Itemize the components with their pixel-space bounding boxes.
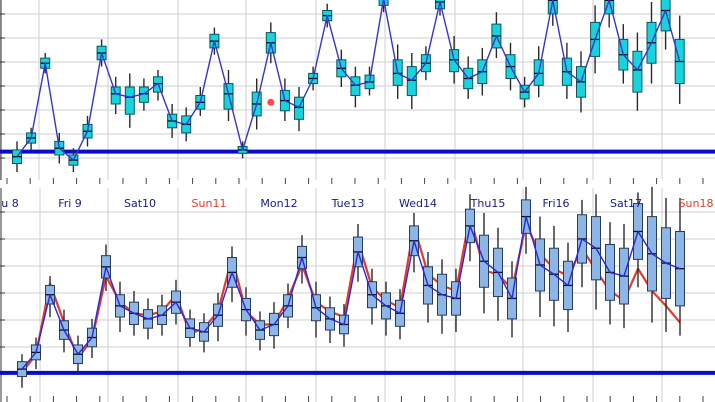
box-17: [241, 287, 251, 336]
box-body: [294, 96, 304, 120]
median-line: [16, 0, 681, 161]
box-body: [124, 86, 135, 115]
box-21: [294, 87, 304, 132]
x-tick-label: u 8: [1, 197, 18, 210]
x-tick-label: Fri16: [542, 197, 569, 210]
box-5: [73, 335, 83, 375]
x-tick-label: Thu15: [470, 197, 506, 210]
x-tick-label: Fri 9: [58, 197, 82, 210]
box-29: [406, 53, 417, 110]
box-1: [17, 354, 27, 388]
box-25: [350, 66, 361, 108]
box-body: [406, 66, 417, 96]
top-panel-marks: [0, 0, 715, 172]
bottom-panel-marks: [0, 186, 715, 388]
x-tick-label: Sun18: [679, 197, 714, 210]
x-tick-label: Tue13: [331, 197, 365, 210]
x-tick-label: Mon12: [260, 197, 297, 210]
median-line: [21, 215, 681, 370]
box-body: [632, 50, 643, 93]
box-9: [124, 73, 135, 128]
x-axis-tick-labels: u 8 Fri 9 Sat10 Sun11 Mon12 Tue13 Wed14 Thu15 Fr…: [1, 197, 713, 210]
box-8: [110, 76, 121, 115]
x-tick-label: Sun11: [192, 197, 227, 210]
x-tick-label: Sat10: [124, 197, 156, 210]
x-tick-label: Sat17: [610, 197, 642, 210]
box-45: [632, 32, 643, 111]
box-10: [138, 78, 149, 111]
box-body: [660, 0, 671, 32]
box-18: [255, 311, 265, 351]
highlight-point: [267, 98, 275, 106]
box-46: [647, 186, 657, 323]
box-body: [110, 86, 121, 105]
box-40: [563, 242, 573, 332]
x-tick-label: Wed14: [399, 197, 437, 210]
box-41: [577, 199, 587, 288]
box-body: [350, 76, 361, 97]
box-35: [491, 12, 502, 59]
box-35: [493, 227, 503, 321]
box-31: [437, 259, 447, 334]
box-27: [381, 281, 391, 336]
